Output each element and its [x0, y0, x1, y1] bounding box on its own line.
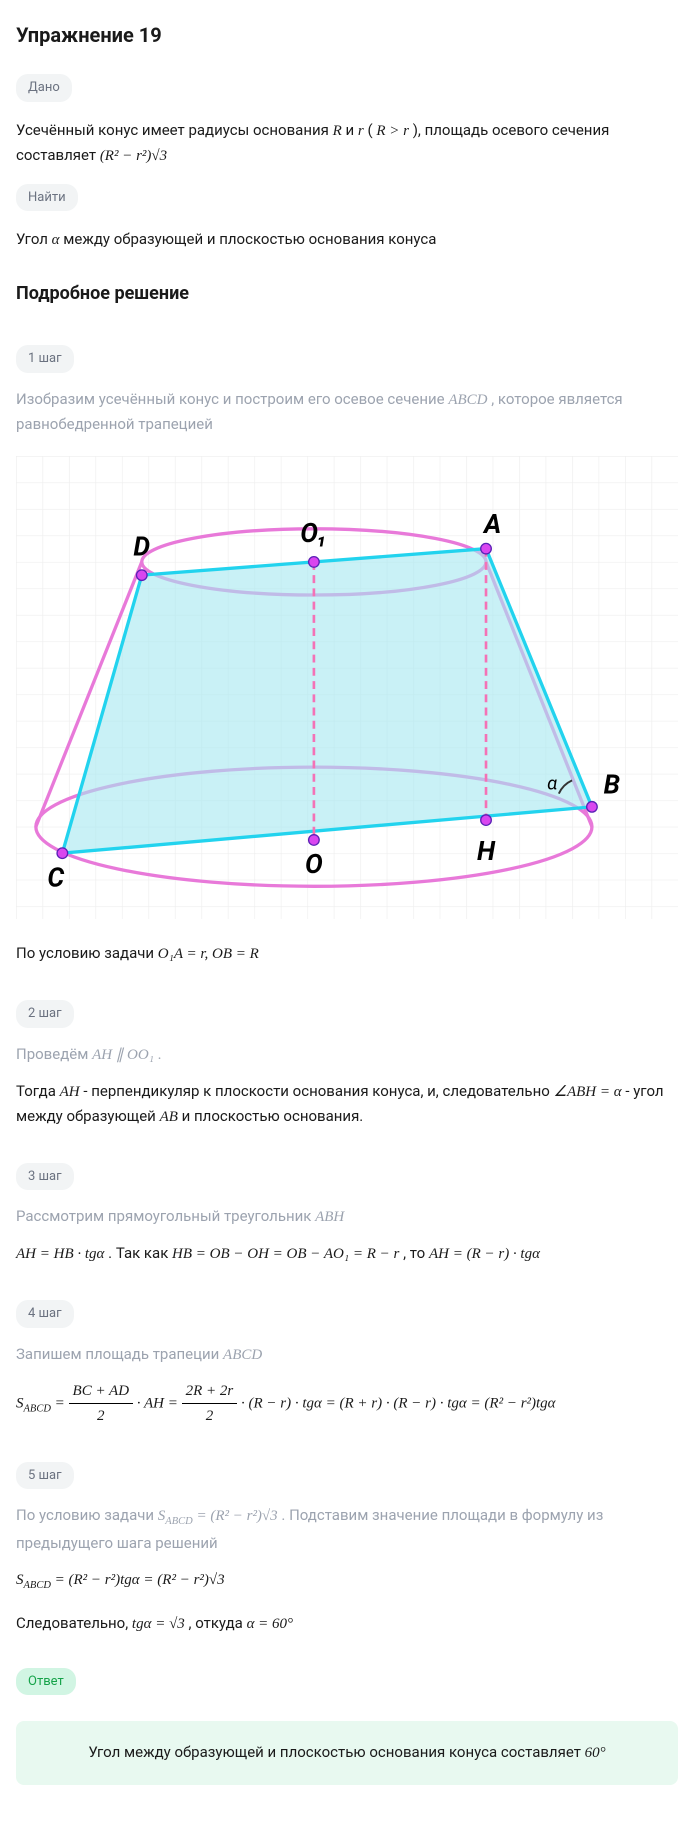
given-t1: Усечённый конус имеет радиусы основания — [16, 121, 333, 139]
answer-math: 60° — [585, 1745, 606, 1761]
given-m2: r — [358, 123, 364, 139]
given-m1: R — [333, 123, 342, 139]
answer-text: Угол между образующей и плоскостью основ… — [88, 1743, 584, 1761]
step5-badge: 5 шаг — [16, 1462, 74, 1490]
label-O: O — [305, 849, 323, 880]
step3-badge: 3 шаг — [16, 1163, 74, 1191]
cone-diagram: D O₁ A C O H B α — [16, 456, 678, 919]
label-A: A — [482, 508, 501, 539]
s3m2: HB = OB − OH = OB − AO₁ = R − r — [172, 1246, 399, 1262]
s2l1m: AH ∥ OO₁ — [92, 1047, 154, 1063]
s2l2d: и плоскостью основания. — [182, 1107, 364, 1125]
step2-badge: 2 шаг — [16, 1000, 74, 1028]
find-text: Угол α между образующей и плоскостью осн… — [16, 227, 678, 252]
s2l2m2: ∠ABH = α — [554, 1084, 622, 1100]
label-H: H — [477, 835, 496, 866]
label-B: B — [604, 769, 620, 800]
exercise-title: Упражнение 19 — [16, 20, 678, 50]
s4fp: S — [16, 1395, 24, 1411]
s4f2d: 2 — [182, 1404, 238, 1428]
s3dm: ABH — [315, 1209, 344, 1225]
s4f2n: 2R + 2r — [182, 1379, 238, 1404]
find-t2: между образующей и плоскостью основания … — [63, 230, 436, 248]
s5dm2: = (R² − r²)√3 — [196, 1508, 277, 1524]
given-m3: R > r — [376, 123, 409, 139]
step4-formula: SABCD = BC + AD 2 · AH = 2R + 2r 2 · (R … — [16, 1379, 678, 1428]
s2l1b: . — [158, 1045, 162, 1063]
s1cm: O₁A = r, OB = R — [158, 946, 259, 962]
s2l2a: Тогда — [16, 1082, 60, 1100]
s5fs: ABCD — [24, 1580, 51, 1591]
label-O1: O₁ — [300, 518, 327, 549]
s5cm2: α = 60° — [247, 1616, 294, 1632]
given-text: Усечённый конус имеет радиусы основания … — [16, 118, 678, 168]
s3a: . Так как — [108, 1244, 172, 1262]
s4dm: ABCD — [223, 1347, 262, 1363]
answer-badge: Ответ — [16, 1668, 76, 1696]
answer-box: Угол между образующей и плоскостью основ… — [16, 1721, 678, 1785]
s2l2b: - перпендикуляр к плоскости основания ко… — [83, 1082, 553, 1100]
label-D: D — [133, 531, 150, 562]
s4d: Запишем площадь трапеции — [16, 1345, 223, 1363]
step3-line: AH = HB · tgα . Так как HB = OB − OH = O… — [16, 1241, 678, 1266]
given-m4: (R² − r²)√3 — [100, 148, 167, 164]
s2l2m1: AH — [60, 1084, 80, 1100]
step5-formula: SABCD = (R² − r²)tgα = (R² − r²)√3 — [16, 1567, 678, 1595]
s1m1: ABCD — [448, 392, 487, 408]
s3m1: AH = HB · tgα — [16, 1246, 104, 1262]
s5ds: ABCD — [165, 1516, 192, 1527]
s3b: , то — [403, 1244, 429, 1262]
given-t3: ( — [367, 121, 372, 139]
s2l2m3: AB — [160, 1109, 178, 1125]
label-C: C — [47, 862, 64, 893]
find-t1: Угол — [16, 230, 52, 248]
s4f1d: 2 — [69, 1404, 134, 1428]
step1-condition: По условию задачи O₁A = r, OB = R — [16, 941, 678, 966]
s1c1: По условию задачи — [16, 944, 158, 962]
label-alpha: α — [547, 772, 557, 794]
solution-subtitle: Подробное решение — [16, 280, 678, 307]
s5cm: tgα = √3 — [132, 1616, 185, 1632]
step4-badge: 4 шаг — [16, 1300, 74, 1328]
step4-desc: Запишем площадь трапеции ABCD — [16, 1342, 678, 1367]
s1d1: Изобразим усечённый конус и построим его… — [16, 390, 448, 408]
step1-desc: Изобразим усечённый конус и построим его… — [16, 387, 678, 436]
s3d: Рассмотрим прямоугольный треугольник — [16, 1207, 315, 1225]
step2-line2: Тогда AH - перпендикуляр к плоскости осн… — [16, 1079, 678, 1129]
s5d1: По условию задачи — [16, 1506, 158, 1524]
s2l1a: Проведём — [16, 1045, 92, 1063]
s4m1: · AH = — [137, 1395, 182, 1411]
find-badge: Найти — [16, 184, 78, 212]
step2-line1: Проведём AH ∥ OO₁ . — [16, 1042, 678, 1067]
s4eq: = — [55, 1395, 69, 1411]
find-m1: α — [52, 232, 60, 248]
s4m2: · (R − r) · tgα = (R + r) · (R − r) · tg… — [241, 1395, 556, 1411]
step3-desc: Рассмотрим прямоугольный треугольник ABH — [16, 1204, 678, 1229]
step5-conclusion: Следовательно, tgα = √3 , откуда α = 60° — [16, 1611, 678, 1636]
s5c1: Следовательно, — [16, 1614, 132, 1632]
given-badge: Дано — [16, 74, 72, 102]
step1-badge: 1 шаг — [16, 345, 74, 373]
s3m3: AH = (R − r) · tgα — [429, 1246, 540, 1262]
given-t2: и — [346, 121, 358, 139]
s5f: S — [16, 1572, 24, 1588]
s4fs: ABCD — [24, 1403, 51, 1414]
s4f1n: BC + AD — [69, 1379, 134, 1404]
s5c2: , откуда — [189, 1614, 247, 1632]
step5-desc: По условию задачи SABCD = (R² − r²)√3 . … — [16, 1503, 678, 1555]
s5f2: = (R² − r²)tgα = (R² − r²)√3 — [55, 1572, 225, 1588]
